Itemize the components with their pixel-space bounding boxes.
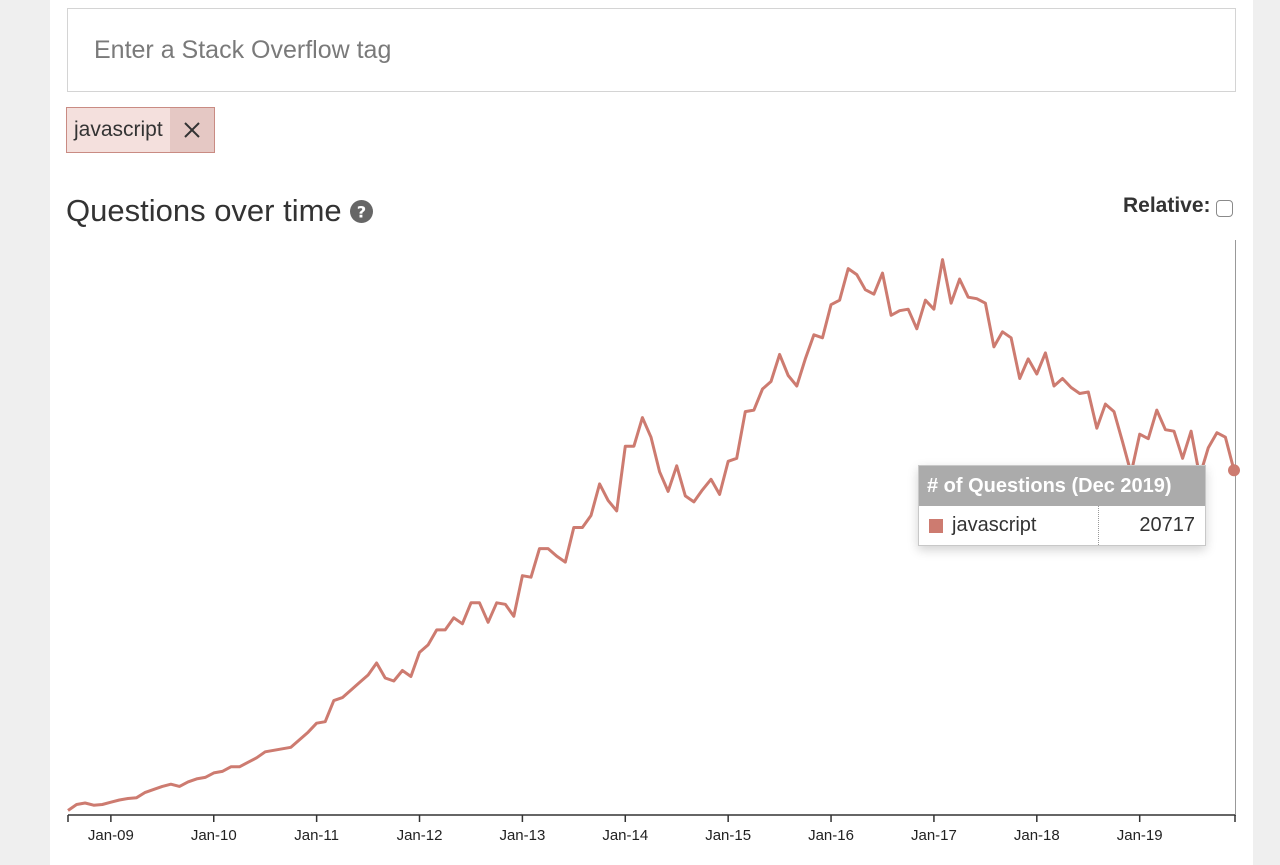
x-tick-label: Jan-15 <box>705 827 751 844</box>
x-tick-label: Jan-17 <box>911 827 957 844</box>
tooltip-header: # of Questions (Dec 2019) <box>919 466 1205 506</box>
tooltip-series-name: javascript <box>952 514 1037 536</box>
tooltip-row: javascript 20717 <box>919 506 1205 545</box>
x-tick-label: Jan-13 <box>499 827 545 844</box>
relative-checkbox[interactable] <box>1215 199 1233 217</box>
close-icon <box>183 122 200 138</box>
x-tick-label: Jan-09 <box>88 827 134 844</box>
hover-point-marker <box>1228 464 1240 477</box>
chart-title-text: Questions over time <box>66 193 342 228</box>
x-tick-label: Jan-11 <box>294 827 339 844</box>
tooltip-series: javascript <box>919 506 1099 545</box>
series-swatch <box>929 518 943 533</box>
x-tick-label: Jan-10 <box>191 827 237 844</box>
svg-text:?: ? <box>356 202 365 221</box>
series-line-javascript <box>67 258 1236 812</box>
content-panel <box>50 0 1253 865</box>
relative-label: Relative: <box>1123 194 1211 217</box>
x-tick-label: Jan-14 <box>602 827 648 844</box>
x-tick-label: Jan-12 <box>397 827 443 844</box>
selected-tag-label: javascript <box>74 118 163 141</box>
chart-tooltip: # of Questions (Dec 2019) javascript 207… <box>918 465 1206 546</box>
tooltip-value: 20717 <box>1139 514 1195 536</box>
x-tick-label: Jan-19 <box>1117 827 1163 844</box>
remove-tag-button[interactable] <box>169 108 214 152</box>
x-tick-label: Jan-18 <box>1014 827 1060 844</box>
tag-search-input[interactable] <box>67 8 1236 92</box>
selected-tag-chip: javascript <box>66 107 215 153</box>
relative-toggle: Relative: <box>1123 194 1233 218</box>
chart-title: Questions over time ? <box>66 193 373 229</box>
x-tick-label: Jan-16 <box>808 827 854 844</box>
question-circle-icon[interactable]: ? <box>349 199 373 223</box>
x-axis-ticks: Jan-09 Jan-10 Jan-11 Jan-12 Jan-13 Jan-14 Jan-… <box>67 815 1236 844</box>
